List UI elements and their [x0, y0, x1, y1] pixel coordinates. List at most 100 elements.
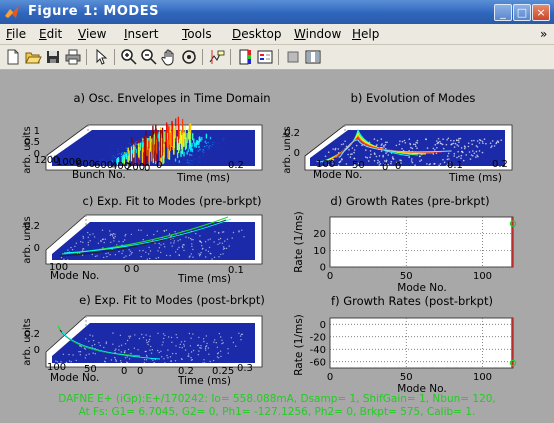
plot-b-noise-point [420, 159, 423, 161]
plot-a-xtick: 0 [144, 163, 150, 174]
plot-e-noise-point [84, 357, 87, 359]
plot-f-rate-point [509, 359, 517, 367]
menu-help[interactable]: Help [352, 27, 380, 41]
plot-c-noise-point [221, 242, 224, 244]
print-icon[interactable] [64, 48, 82, 66]
open-file-icon[interactable] [24, 48, 42, 66]
plot-c-noise-point [173, 242, 175, 244]
plot-c-noise-point [173, 240, 175, 242]
plot-c-noise-point [208, 246, 211, 249]
plot-f[interactable]: f) Growth Rates (post-brkpt) 0-20-40-60 … [293, 294, 517, 395]
data-cursor-icon[interactable] [208, 48, 226, 66]
plot-e-noise-point [160, 350, 162, 352]
plot-c-surface [52, 216, 255, 261]
plot-c-noise-point [128, 249, 130, 251]
plot-e-noise-point [120, 351, 123, 353]
plot-d-ylabel: Rate (1/ms) [293, 211, 305, 273]
plot-b-noise-point [375, 155, 378, 158]
plot-c-noise-point [177, 240, 179, 242]
plot-c-noise-point [82, 237, 85, 239]
plot-c-noise-point [146, 234, 148, 236]
plot-e-noise-point [145, 354, 148, 357]
plot-b-mode-trace [339, 139, 451, 158]
plot-e-noise-point [56, 361, 59, 363]
hide-plot-tools-icon[interactable] [284, 48, 302, 66]
plot-c-noise-point [231, 237, 233, 239]
plot-b-noise-point [436, 140, 438, 142]
plot-c-noise-point [171, 245, 173, 247]
maximize-button[interactable]: □ [513, 4, 531, 21]
plot-e-noise-point [92, 339, 95, 342]
plot-f-xlabel: Mode No. [397, 383, 446, 395]
menu-edit[interactable]: Edit [39, 27, 63, 41]
plot-b-noise-point [401, 140, 404, 143]
plot-c-noise-point [112, 235, 114, 237]
plot-e-noise-point [134, 334, 136, 336]
save-icon[interactable] [44, 48, 62, 66]
plot-b-noise-point [465, 154, 468, 156]
plot-c-noise-point [87, 236, 90, 239]
colorbar-icon[interactable] [236, 48, 254, 66]
plot-e-noise-point [215, 342, 217, 344]
close-button[interactable]: × [532, 4, 550, 21]
new-file-icon[interactable] [4, 48, 22, 66]
minimize-button[interactable]: _ [494, 4, 512, 21]
plot-c-noise-point [204, 241, 207, 243]
plot-c-noise-point [179, 239, 181, 241]
title-bar[interactable]: Figure 1: MODES _ □ × [0, 0, 554, 24]
menu-file[interactable]: File [6, 27, 27, 41]
plot-c-noise-point [160, 244, 162, 246]
plot-e-noise-point [227, 352, 229, 354]
plot-b-noise-point [380, 150, 383, 152]
zoom-out-icon[interactable] [140, 48, 158, 66]
zoom-in-icon[interactable] [120, 48, 138, 66]
plot-c-noise-point [82, 241, 84, 243]
plot-a[interactable]: a) Osc. Envelopes in Time Domain 1 0.5 0… [22, 91, 271, 184]
plot-e-noise-point [169, 356, 172, 358]
legend-icon[interactable] [256, 48, 274, 66]
plot-c-noise-point [232, 231, 235, 234]
plot-b-noise-point [489, 142, 492, 144]
menu-insert[interactable]: Insert [124, 27, 159, 41]
plot-c[interactable]: c) Exp. Fit to Modes (pre-brkpt) 0.2 0 a… [22, 194, 263, 285]
plot-f-xtick: 50 [400, 372, 413, 383]
plot-e-noise-point [55, 360, 57, 362]
plot-a-ztick: 0.5 [24, 137, 40, 148]
pointer-icon[interactable] [92, 48, 110, 66]
plot-b-noise-point [382, 156, 384, 158]
menu-window[interactable]: Window [294, 27, 342, 41]
plot-b-noise-point [384, 163, 386, 165]
rotate-3d-icon[interactable] [180, 48, 198, 66]
plot-b-noise-point [460, 147, 463, 149]
plot-e-noise-point [124, 351, 126, 353]
plot-e-ylabel: Time (ms) [177, 375, 231, 387]
plot-b-noise-point [454, 142, 457, 145]
menu-tools[interactable]: Tools [182, 27, 212, 41]
plot-b-noise-point [416, 147, 418, 149]
pan-hand-icon[interactable] [160, 48, 178, 66]
menu-desktop[interactable]: Desktop [232, 27, 282, 41]
menu-view[interactable]: View [78, 27, 107, 41]
plot-e-noise-point [79, 354, 82, 356]
plot-c-noise-point [114, 233, 116, 235]
plot-e-noise-point [149, 335, 151, 337]
plot-e[interactable]: e) Exp. Fit to Modes (post-brkpt) 0.2 0 … [22, 293, 265, 387]
plot-b-noise-point [376, 139, 379, 142]
plot-b-noise-point [387, 163, 389, 166]
plot-b-noise-point [332, 160, 335, 163]
plot-b-noise-point [350, 153, 352, 155]
plot-b-noise-point [353, 151, 355, 154]
plot-b-noise-point [448, 158, 450, 160]
plot-e-noise-point [183, 343, 185, 345]
show-plot-tools-icon[interactable] [304, 48, 322, 66]
plot-e-noise-point [170, 360, 172, 362]
figure-canvas[interactable]: a) Osc. Envelopes in Time Domain 1 0.5 0… [0, 70, 554, 423]
plot-e-noise-point [164, 362, 166, 364]
plot-b-noise-point [395, 144, 398, 147]
plot-b[interactable]: b) Evolution of Modes 0.2 0 arb. units 1… [282, 91, 513, 184]
plot-c-noise-point [191, 239, 193, 241]
plot-b-noise-point [419, 160, 421, 162]
menu-overflow[interactable]: » [540, 27, 548, 41]
plot-b-noise-point [443, 161, 446, 164]
